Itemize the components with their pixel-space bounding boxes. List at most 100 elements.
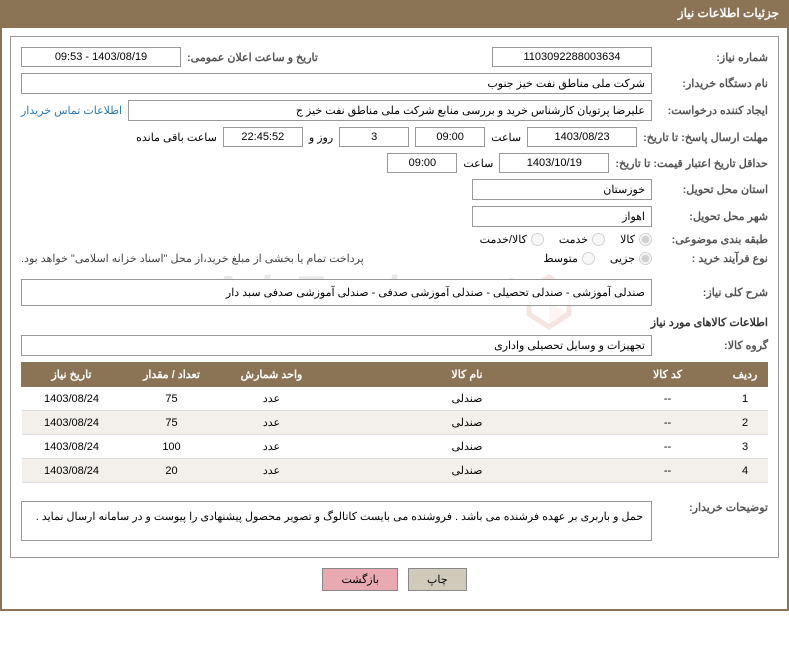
row-purchase-type: نوع فرآیند خرید : جزیی متوسط پرداخت تمام … <box>21 252 768 265</box>
summary-label: شرح کلی نیاز: <box>658 286 768 299</box>
time-remaining-field: 22:45:52 <box>223 127 303 147</box>
row-category: طبقه بندی موضوعی: کالا خدمت کالا/خدمت <box>21 233 768 246</box>
table-row: 3--صندلیعدد1001403/08/24 <box>22 435 768 459</box>
goods-table: ردیف کد کالا نام کالا واحد شمارش تعداد /… <box>21 362 768 483</box>
th-qty: تعداد / مقدار <box>122 363 222 387</box>
deadline-hour-field: 09:00 <box>415 127 485 147</box>
row-creator: ایجاد کننده درخواست: علیرضا پرتویان کارش… <box>21 100 768 121</box>
buyer-org-field: شرکت ملی مناطق نفت خیز جنوب <box>21 73 652 94</box>
th-code: کد کالا <box>613 363 723 387</box>
page-title: جزئیات اطلاعات نیاز <box>678 6 779 20</box>
category-option-1[interactable]: خدمت <box>559 233 605 246</box>
purchase-type-radio-0[interactable] <box>639 252 652 265</box>
contact-link[interactable]: اطلاعات تماس خریدار <box>21 104 122 117</box>
th-name: نام کالا <box>322 363 613 387</box>
validity-hour-field: 09:00 <box>387 153 457 173</box>
category-radio-1[interactable] <box>592 233 605 246</box>
purchase-type-option-1[interactable]: متوسط <box>543 252 595 265</box>
announce-label: تاریخ و ساعت اعلان عمومی: <box>187 51 318 64</box>
buyer-notes-field: حمل و باربری بر عهده فرشنده می باشد . فر… <box>21 501 652 541</box>
goods-info-title: اطلاعات کالاهای مورد نیاز <box>21 316 768 329</box>
cell-date: 1403/08/24 <box>22 435 122 459</box>
table-row: 4--صندلیعدد201403/08/24 <box>22 459 768 483</box>
need-number-label: شماره نیاز: <box>658 51 768 64</box>
cell-date: 1403/08/24 <box>22 459 122 483</box>
page-header: جزئیات اطلاعات نیاز <box>0 0 789 26</box>
row-group: گروه کالا: تجهیزات و وسایل تحصیلی واداری <box>21 335 768 356</box>
category-radio-2[interactable] <box>531 233 544 246</box>
row-city: شهر محل تحویل: اهواز <box>21 206 768 227</box>
category-radio-group: کالا خدمت کالا/خدمت <box>480 233 652 246</box>
purchase-type-label-0: جزیی <box>610 252 635 265</box>
province-label: استان محل تحویل: <box>658 183 768 196</box>
cell-unit: عدد <box>222 459 322 483</box>
th-row: ردیف <box>723 363 768 387</box>
row-province: استان محل تحویل: خوزستان <box>21 179 768 200</box>
th-date: تاریخ نیاز <box>22 363 122 387</box>
back-button[interactable]: بازگشت <box>322 568 398 591</box>
summary-field: صندلی آموزشی - صندلی تحصیلی - صندلی آموز… <box>21 279 652 306</box>
province-field: خوزستان <box>472 179 652 200</box>
row-summary: شرح کلی نیاز: صندلی آموزشی - صندلی تحصیل… <box>21 279 768 306</box>
main-container: AriaTender.net شماره نیاز: 1103092288003… <box>0 26 789 611</box>
remaining-label: ساعت باقی مانده <box>136 131 217 144</box>
hour-label-2: ساعت <box>463 157 493 170</box>
purchase-type-radio-1[interactable] <box>582 252 595 265</box>
purchase-type-option-0[interactable]: جزیی <box>610 252 652 265</box>
cell-code: -- <box>613 387 723 411</box>
purchase-type-label-1: متوسط <box>543 252 578 265</box>
row-deadline: مهلت ارسال پاسخ: تا تاریخ: 1403/08/23 سا… <box>21 127 768 147</box>
category-option-2[interactable]: کالا/خدمت <box>480 233 544 246</box>
cell-date: 1403/08/24 <box>22 387 122 411</box>
validity-label: حداقل تاریخ اعتبار قیمت: تا تاریخ: <box>615 157 768 170</box>
button-row: چاپ بازگشت <box>10 558 779 601</box>
form-container: AriaTender.net شماره نیاز: 1103092288003… <box>10 36 779 558</box>
city-field: اهواز <box>472 206 652 227</box>
category-radio-0[interactable] <box>639 233 652 246</box>
category-label-2: کالا/خدمت <box>480 233 527 246</box>
group-label: گروه کالا: <box>658 339 768 352</box>
buyer-notes-label: توضیحات خریدار: <box>658 493 768 514</box>
days-count-field: 3 <box>339 127 409 147</box>
category-option-0[interactable]: کالا <box>620 233 652 246</box>
deadline-label: مهلت ارسال پاسخ: تا تاریخ: <box>643 131 768 144</box>
validity-date-field: 1403/10/19 <box>499 153 609 173</box>
cell-unit: عدد <box>222 435 322 459</box>
row-need-number: شماره نیاز: 1103092288003634 تاریخ و ساع… <box>21 47 768 67</box>
cell-name: صندلی <box>322 435 613 459</box>
cell-qty: 75 <box>122 387 222 411</box>
cell-qty: 75 <box>122 411 222 435</box>
cell-n: 3 <box>723 435 768 459</box>
cell-name: صندلی <box>322 459 613 483</box>
creator-label: ایجاد کننده درخواست: <box>658 104 768 117</box>
cell-unit: عدد <box>222 387 322 411</box>
days-suffix: روز و <box>309 131 333 144</box>
th-unit: واحد شمارش <box>222 363 322 387</box>
cell-qty: 20 <box>122 459 222 483</box>
creator-field: علیرضا پرتویان کارشناس خرید و بررسی مناب… <box>128 100 652 121</box>
purchase-type-radio-group: جزیی متوسط <box>543 252 652 265</box>
category-label-0: کالا <box>620 233 635 246</box>
cell-name: صندلی <box>322 411 613 435</box>
category-label-1: خدمت <box>559 233 588 246</box>
cell-code: -- <box>613 459 723 483</box>
print-button[interactable]: چاپ <box>408 568 467 591</box>
cell-n: 2 <box>723 411 768 435</box>
table-row: 1--صندلیعدد751403/08/24 <box>22 387 768 411</box>
table-header-row: ردیف کد کالا نام کالا واحد شمارش تعداد /… <box>22 363 768 387</box>
category-label: طبقه بندی موضوعی: <box>658 233 768 246</box>
row-validity: حداقل تاریخ اعتبار قیمت: تا تاریخ: 1403/… <box>21 153 768 173</box>
payment-note: پرداخت تمام یا بخشی از مبلغ خرید،از محل … <box>21 252 364 265</box>
buyer-org-label: نام دستگاه خریدار: <box>658 77 768 90</box>
announce-field: 1403/08/19 - 09:53 <box>21 47 181 67</box>
row-buyer-org: نام دستگاه خریدار: شرکت ملی مناطق نفت خی… <box>21 73 768 94</box>
cell-n: 1 <box>723 387 768 411</box>
purchase-type-label: نوع فرآیند خرید : <box>658 252 768 265</box>
city-label: شهر محل تحویل: <box>658 210 768 223</box>
deadline-date-field: 1403/08/23 <box>527 127 637 147</box>
table-row: 2--صندلیعدد751403/08/24 <box>22 411 768 435</box>
hour-label-1: ساعت <box>491 131 521 144</box>
group-field: تجهیزات و وسایل تحصیلی واداری <box>21 335 652 356</box>
cell-n: 4 <box>723 459 768 483</box>
cell-code: -- <box>613 411 723 435</box>
